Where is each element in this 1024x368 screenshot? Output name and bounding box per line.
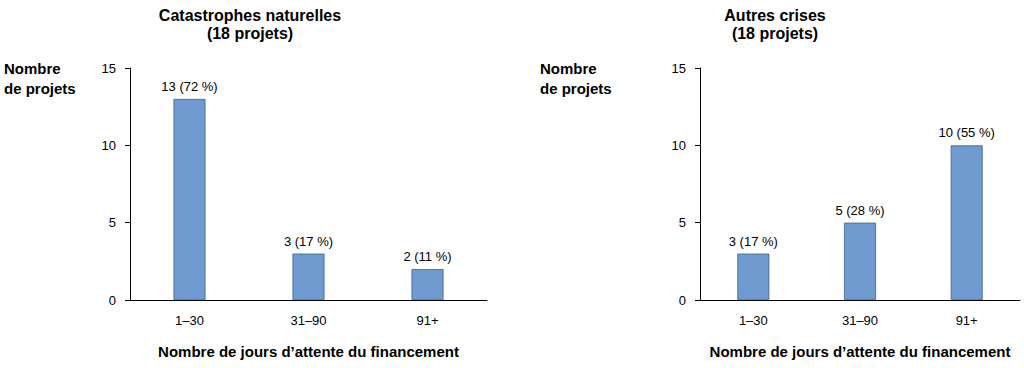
svg-text:10: 10: [102, 138, 116, 153]
svg-text:15: 15: [672, 61, 686, 76]
svg-text:Nombre de jours d’attente du f: Nombre de jours d’attente du financement: [710, 343, 1011, 360]
svg-text:(18 projets): (18 projets): [732, 25, 818, 42]
svg-text:0: 0: [109, 293, 116, 308]
svg-text:91+: 91+: [416, 313, 438, 328]
svg-text:3 (17 %): 3 (17 %): [729, 234, 778, 249]
svg-text:de projets: de projets: [540, 80, 612, 97]
svg-text:Catastrophes naturelles: Catastrophes naturelles: [159, 7, 341, 24]
svg-text:15: 15: [102, 61, 116, 76]
svg-text:5: 5: [109, 215, 116, 230]
svg-text:(18 projets): (18 projets): [207, 25, 293, 42]
svg-text:10 (55 %): 10 (55 %): [938, 125, 994, 140]
svg-text:Nombre: Nombre: [4, 60, 61, 77]
svg-text:1–30: 1–30: [175, 313, 204, 328]
svg-text:Nombre: Nombre: [540, 60, 597, 77]
svg-text:2 (11 %): 2 (11 %): [403, 249, 451, 264]
svg-text:10: 10: [672, 138, 686, 153]
svg-text:91+: 91+: [956, 313, 978, 328]
svg-text:3 (17 %): 3 (17 %): [284, 234, 333, 249]
svg-text:5 (28 %): 5 (28 %): [835, 203, 884, 218]
svg-text:13 (72 %): 13 (72 %): [161, 79, 217, 94]
svg-text:Nombre de jours d’attente du f: Nombre de jours d’attente du financement: [158, 343, 459, 360]
svg-text:31–90: 31–90: [842, 313, 878, 328]
svg-text:Autres crises: Autres crises: [724, 7, 825, 24]
svg-text:5: 5: [679, 215, 686, 230]
svg-text:1–30: 1–30: [739, 313, 768, 328]
svg-text:de projets: de projets: [4, 80, 76, 97]
svg-text:0: 0: [679, 293, 686, 308]
svg-text:31–90: 31–90: [290, 313, 326, 328]
